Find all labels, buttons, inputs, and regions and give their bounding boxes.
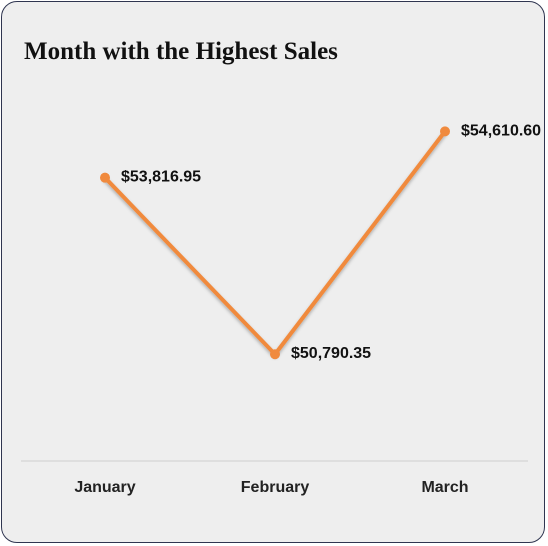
data-point-march xyxy=(440,126,450,137)
data-label-march: $54,610.60 xyxy=(461,122,541,139)
data-label-february: $50,790.35 xyxy=(291,345,371,362)
series-layer xyxy=(100,126,450,360)
x-tick-label-january: January xyxy=(74,479,135,496)
chart-title: Month with the Highest Sales xyxy=(24,38,338,65)
x-tick-label-february: February xyxy=(241,479,310,496)
sales-line xyxy=(103,129,447,357)
data-label-january: $53,816.95 xyxy=(121,169,201,186)
data-point-february xyxy=(270,349,280,360)
data-point-january xyxy=(100,172,110,183)
x-tick-label-march: March xyxy=(421,479,468,496)
label-layer: $53,816.95 $50,790.35 $54,610.60 January Feb… xyxy=(74,122,541,496)
